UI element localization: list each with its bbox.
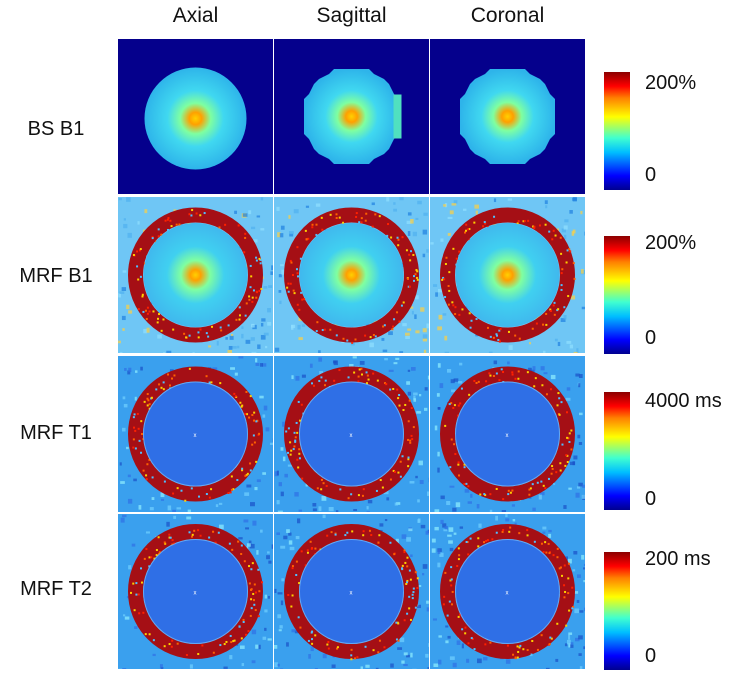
svg-text:x: x bbox=[194, 591, 197, 597]
image-mrf-b1-sagittal bbox=[274, 197, 429, 353]
phantom-disc bbox=[460, 69, 555, 164]
phantom-disc bbox=[299, 382, 404, 486]
phantom-disc bbox=[143, 382, 248, 486]
image-mrf-t1-coronal: x bbox=[430, 356, 585, 512]
image-mrf-b1-axial bbox=[118, 197, 273, 353]
row-label-mrf-b1: MRF B1 bbox=[19, 265, 93, 287]
image-bs-b1-axial bbox=[118, 39, 273, 194]
image-bs-b1-coronal bbox=[430, 39, 585, 194]
colorbar-max-mrf-t2: 200 ms bbox=[645, 548, 711, 570]
image-mrf-t1-axial: x bbox=[118, 356, 273, 512]
image-mrf-t2-coronal: x bbox=[430, 514, 585, 669]
phantom-disc bbox=[455, 382, 560, 486]
colorbar-min-bs-b1: 0 bbox=[645, 164, 657, 186]
image-mrf-b1-coronal bbox=[430, 197, 585, 353]
phantom-ring bbox=[284, 207, 419, 343]
colorbar-max-mrf-b1: 200% bbox=[645, 232, 697, 254]
colorbar-max-mrf-t1: 4000 ms bbox=[645, 390, 722, 412]
colorbar-mrf-t1 bbox=[604, 392, 630, 510]
phantom-disc bbox=[455, 223, 560, 327]
phantom-disc bbox=[304, 69, 399, 164]
image-mrf-t2-sagittal: x bbox=[274, 514, 429, 669]
phantom-disc bbox=[143, 539, 248, 644]
colorbar-min-mrf-b1: 0 bbox=[645, 327, 657, 349]
colorbar-bs-b1 bbox=[604, 72, 630, 190]
svg-text:x: x bbox=[350, 591, 353, 597]
colorbar-min-mrf-t1: 0 bbox=[645, 488, 657, 510]
phantom-disc bbox=[299, 539, 404, 644]
phantom-ring bbox=[128, 366, 263, 502]
column-header-coronal: Coronal bbox=[470, 4, 545, 27]
colorbar-mrf-b1 bbox=[604, 236, 630, 354]
row-label-mrf-t1: MRF T1 bbox=[20, 422, 92, 444]
image-mrf-t1-sagittal: x bbox=[274, 356, 429, 512]
row-label-bs-b1: BS B1 bbox=[27, 118, 85, 140]
column-header-axial: Axial bbox=[172, 4, 219, 27]
phantom-ring bbox=[128, 207, 263, 343]
phantom-disc bbox=[455, 539, 560, 644]
svg-text:x: x bbox=[194, 433, 197, 439]
phantom-disc bbox=[144, 67, 247, 170]
colorbar-min-mrf-t2: 0 bbox=[645, 645, 657, 667]
svg-text:x: x bbox=[506, 433, 509, 439]
phantom-ring bbox=[128, 524, 263, 659]
colorbar-mrf-t2 bbox=[604, 552, 630, 670]
svg-text:x: x bbox=[506, 591, 509, 597]
image-mrf-t2-axial: x bbox=[118, 514, 273, 669]
phantom-disc bbox=[143, 223, 248, 327]
column-header-sagittal: Sagittal bbox=[316, 4, 387, 27]
colorbar-max-bs-b1: 200% bbox=[645, 72, 697, 94]
phantom-ring bbox=[440, 207, 575, 343]
image-bs-b1-sagittal bbox=[274, 39, 429, 194]
phantom-disc bbox=[299, 223, 404, 327]
row-label-mrf-t2: MRF T2 bbox=[20, 578, 92, 600]
phantom-ring bbox=[440, 524, 575, 659]
svg-text:x: x bbox=[350, 433, 353, 439]
